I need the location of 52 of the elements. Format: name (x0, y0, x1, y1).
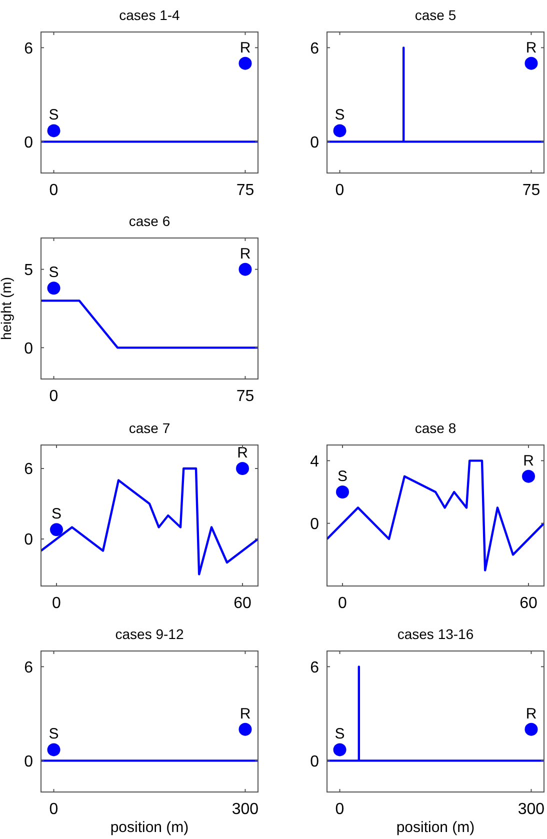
y-tick-label: 6 (310, 40, 320, 58)
annotation: S (48, 264, 59, 282)
y-tick-label: 6 (24, 40, 34, 58)
chart-title: case 8 (414, 420, 456, 436)
annotation: S (51, 506, 62, 523)
annotation: S (334, 106, 345, 124)
annotation: S (334, 726, 345, 743)
y-tick-label: 0 (24, 753, 34, 770)
y-tick-label: 6 (310, 659, 320, 676)
annotation: R (240, 705, 251, 722)
y-tick-label: 5 (24, 262, 34, 279)
y-axis-title: height (m) (0, 276, 14, 340)
y-tick-label: 4 (310, 453, 320, 470)
x-tick-label: 0 (338, 595, 348, 612)
annotation: R (237, 444, 248, 462)
x-tick-label: 0 (52, 595, 62, 612)
x-tick-label: 60 (234, 595, 252, 612)
x-tick-label: 0 (49, 801, 58, 818)
y-tick-label: 0 (24, 134, 34, 152)
x-tick-label: 300 (518, 801, 545, 818)
line-series (40, 467, 260, 576)
x-tick-label: 300 (232, 801, 259, 818)
x-tick-label: 0 (335, 182, 344, 199)
x-tick-label: 75 (236, 182, 254, 199)
x-tick-label: 0 (335, 801, 344, 818)
chart-title: cases 13-16 (397, 626, 474, 642)
chart-title: case 7 (128, 420, 170, 436)
y-tick-label: 0 (310, 134, 320, 152)
y-tick-label: 6 (24, 659, 34, 676)
chart-title: case 6 (128, 213, 170, 229)
x-axis-title: position (m) (396, 819, 475, 836)
y-tick-label: 0 (24, 340, 34, 358)
annotation: R (523, 452, 534, 470)
y-tick-label: 0 (24, 532, 34, 549)
x-tick-label: 75 (522, 182, 540, 199)
x-tick-label: 0 (49, 182, 58, 199)
x-tick-label: 75 (236, 388, 254, 405)
y-tick-label: 6 (24, 461, 34, 478)
annotation: R (526, 705, 537, 722)
annotation: S (48, 726, 59, 743)
y-tick-label: 0 (310, 753, 320, 770)
chart-title: cases 9-12 (115, 626, 184, 642)
annotation: R (526, 39, 537, 56)
annotation: S (337, 468, 348, 485)
annotation: S (48, 106, 59, 124)
annotation: R (240, 245, 251, 262)
chart-title: cases 1-4 (119, 7, 180, 23)
x-axis-title: position (m) (110, 819, 189, 836)
x-tick-label: 60 (520, 595, 538, 612)
y-tick-label: 0 (310, 516, 320, 533)
annotation: R (240, 39, 251, 56)
chart-title: case 5 (414, 7, 456, 23)
